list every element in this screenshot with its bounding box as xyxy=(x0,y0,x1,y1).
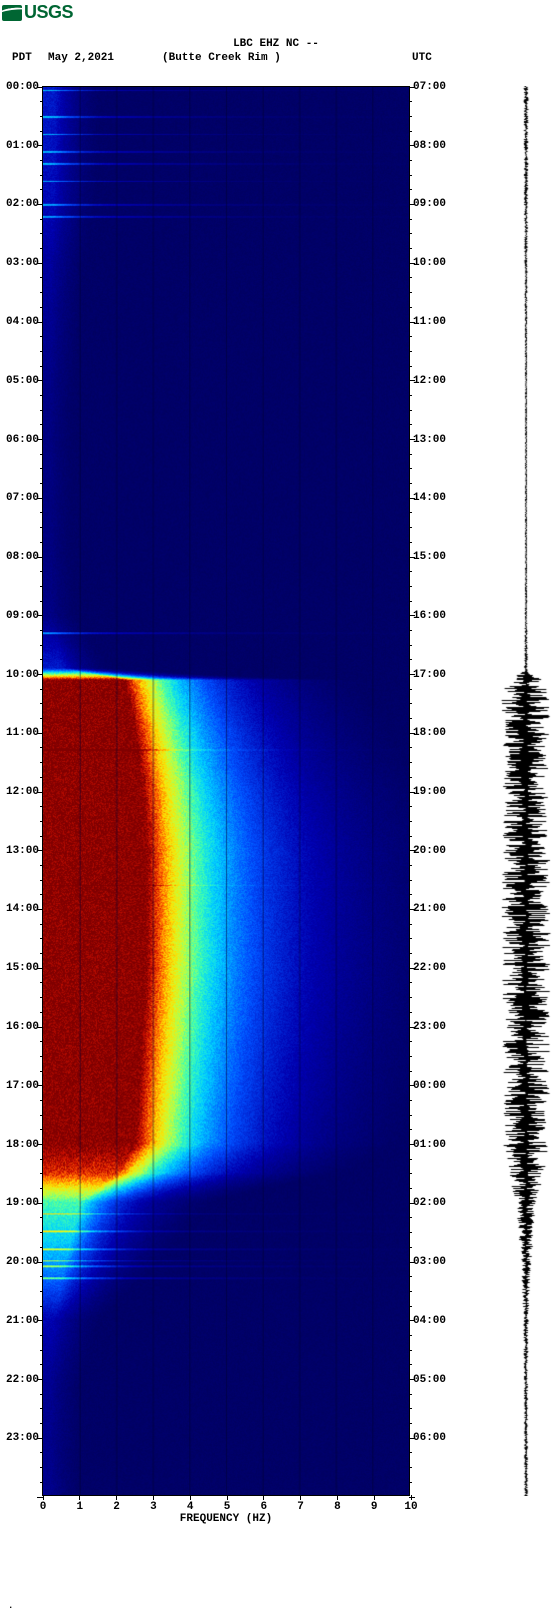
x-tick-label: 4 xyxy=(187,1501,194,1513)
wave-icon xyxy=(2,5,22,21)
seismogram-strip xyxy=(500,86,552,1496)
x-tick-label: 2 xyxy=(113,1501,120,1513)
seismogram-canvas xyxy=(500,86,552,1496)
x-tick-label: 6 xyxy=(260,1501,267,1513)
x-tick-label: 0 xyxy=(40,1501,47,1513)
header-utc-label: UTC xyxy=(412,52,432,64)
x-tick-label: 9 xyxy=(371,1501,378,1513)
header-date: May 2,2021 xyxy=(48,52,114,64)
logo-text: USGS xyxy=(24,2,73,23)
footnote: . xyxy=(8,1601,13,1611)
header-station-name: (Butte Creek Rim ) xyxy=(162,52,281,64)
header-station-code: LBC EHZ NC -- xyxy=(0,38,552,50)
x-tick-label: 5 xyxy=(224,1501,231,1513)
header-pdt-label: PDT xyxy=(12,52,32,64)
x-tick-label: 10 xyxy=(404,1501,417,1513)
spectrogram-plot: FREQUENCY (HZ) 00:0007:0001:0008:0002:00… xyxy=(42,86,410,1496)
x-tick-label: 7 xyxy=(297,1501,304,1513)
x-tick-label: 3 xyxy=(150,1501,157,1513)
x-axis-title: FREQUENCY (HZ) xyxy=(180,1513,272,1525)
x-tick-label: 1 xyxy=(76,1501,83,1513)
x-tick-label: 8 xyxy=(334,1501,341,1513)
usgs-logo: USGS xyxy=(2,2,73,23)
spectrogram-canvas xyxy=(43,87,409,1495)
